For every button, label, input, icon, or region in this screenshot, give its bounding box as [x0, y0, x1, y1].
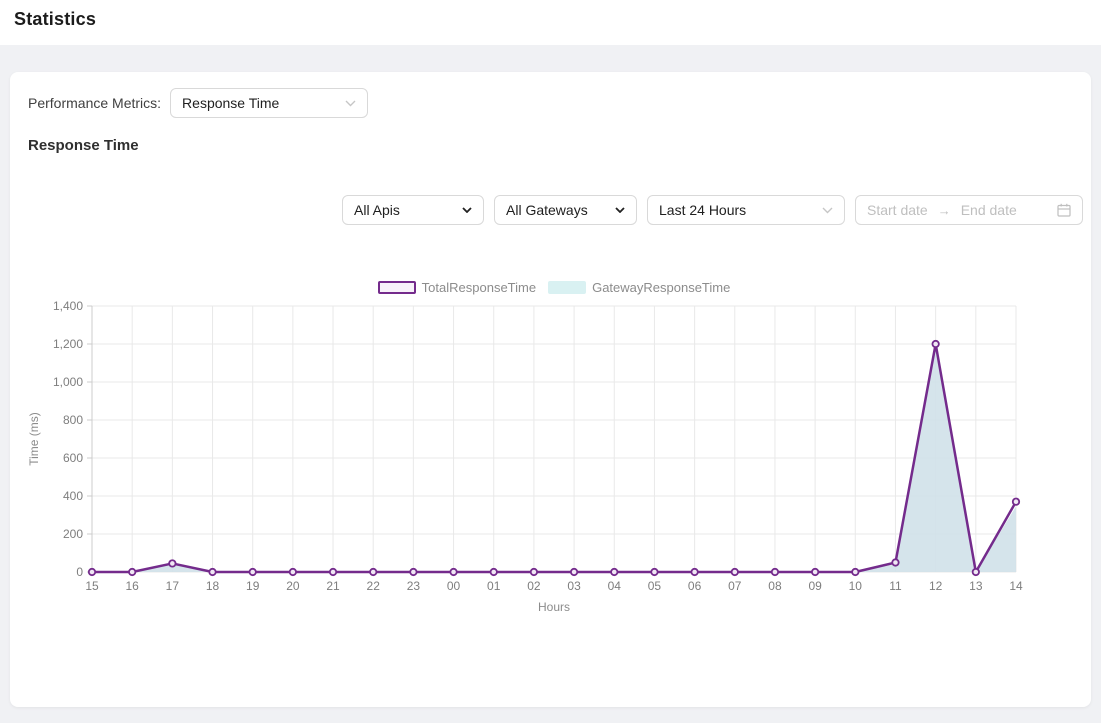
legend-swatch-gateway	[548, 280, 587, 294]
svg-text:11: 11	[889, 579, 902, 593]
svg-text:800: 800	[63, 413, 83, 427]
svg-text:10: 10	[849, 579, 863, 593]
api-select-value: All Apis	[354, 202, 400, 218]
svg-text:17: 17	[166, 579, 180, 593]
chevron-down-icon	[462, 207, 472, 213]
gateway-select-value: All Gateways	[506, 202, 588, 218]
start-date-placeholder: Start date	[867, 202, 928, 218]
performance-metric-select[interactable]: Response Time	[170, 88, 369, 118]
svg-text:01: 01	[487, 579, 501, 593]
chart-legend: TotalResponseTime GatewayResponseTime	[92, 279, 1016, 295]
svg-text:22: 22	[367, 579, 381, 593]
end-date-placeholder: End date	[960, 202, 1017, 218]
calendar-icon	[1057, 203, 1071, 217]
svg-text:1,400: 1,400	[53, 299, 83, 313]
time-range-select[interactable]: Last 24 Hours	[647, 195, 845, 225]
svg-text:20: 20	[286, 579, 300, 593]
svg-text:18: 18	[206, 579, 220, 593]
legend-swatch-total	[377, 280, 416, 294]
svg-text:1,000: 1,000	[53, 375, 83, 389]
svg-text:16: 16	[125, 579, 139, 593]
svg-text:15: 15	[85, 579, 99, 593]
page-title: Statistics	[14, 9, 97, 29]
svg-text:12: 12	[929, 579, 943, 593]
performance-metrics-label: Performance Metrics:	[28, 95, 162, 111]
section-heading: Response Time	[28, 137, 139, 154]
svg-text:19: 19	[246, 579, 260, 593]
svg-text:02: 02	[527, 579, 541, 593]
svg-text:06: 06	[688, 579, 702, 593]
gateway-select[interactable]: All Gateways	[494, 195, 637, 225]
chevron-down-icon	[345, 100, 356, 107]
performance-metric-select-value: Response Time	[182, 95, 280, 111]
svg-text:07: 07	[728, 579, 742, 593]
svg-text:14: 14	[1009, 579, 1023, 593]
svg-text:13: 13	[969, 579, 983, 593]
legend-item-total[interactable]: TotalResponseTime	[377, 279, 537, 295]
svg-text:1,200: 1,200	[53, 337, 83, 351]
arrow-right-icon: →	[937, 202, 951, 218]
svg-text:600: 600	[63, 451, 83, 465]
performance-metrics-row: Performance Metrics: Response Time	[28, 88, 369, 118]
svg-text:05: 05	[648, 579, 662, 593]
svg-text:09: 09	[808, 579, 822, 593]
statistics-card: Performance Metrics: Response Time Respo…	[10, 72, 1091, 707]
svg-text:21: 21	[326, 579, 340, 593]
chevron-down-icon	[822, 207, 833, 214]
svg-text:Time (ms): Time (ms)	[27, 412, 41, 466]
svg-text:08: 08	[768, 579, 782, 593]
svg-text:400: 400	[63, 489, 83, 503]
time-range-select-value: Last 24 Hours	[659, 202, 747, 218]
svg-text:Hours: Hours	[538, 600, 570, 614]
legend-label-total: TotalResponseTime	[421, 279, 537, 295]
api-select[interactable]: All Apis	[342, 195, 484, 225]
page-header: Statistics	[0, 0, 1101, 45]
svg-text:0: 0	[76, 565, 83, 579]
svg-text:03: 03	[567, 579, 581, 593]
filters-row: All Apis All Gateways Last 24 Hours Star…	[342, 195, 1083, 225]
legend-item-gateway[interactable]: GatewayResponseTime	[548, 280, 730, 295]
chevron-down-icon	[615, 207, 625, 213]
date-range-picker[interactable]: Start date → End date	[855, 195, 1083, 225]
svg-text:00: 00	[447, 579, 461, 593]
svg-text:23: 23	[407, 579, 421, 593]
svg-text:200: 200	[63, 527, 83, 541]
svg-text:04: 04	[608, 579, 622, 593]
legend-label-gateway: GatewayResponseTime	[592, 279, 731, 295]
